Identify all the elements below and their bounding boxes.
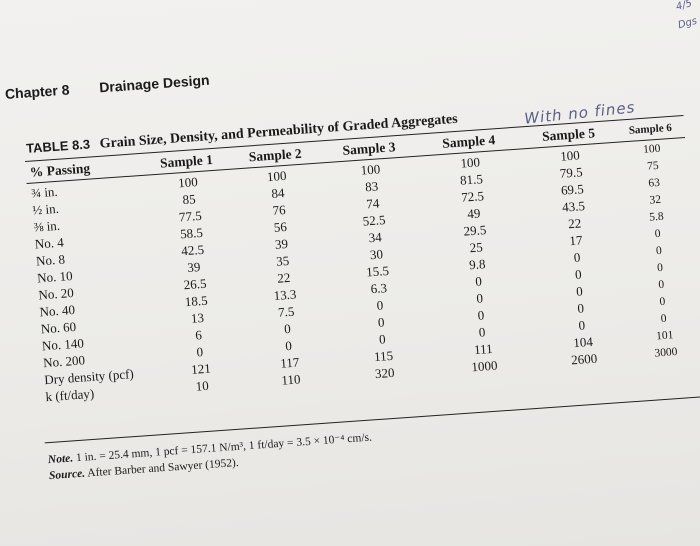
handwritten-corner-note-2: Dgs	[676, 15, 699, 32]
table-label: TABLE 8.3	[25, 136, 91, 156]
table-cell: 3000	[654, 346, 678, 360]
note-label: Note.	[47, 452, 74, 467]
table-body: ¾ in. 100 100 100 100 100 100 ½ in. 85 84 83 81.5 79…	[27, 136, 700, 405]
bottom-rule	[44, 396, 700, 444]
chapter-heading: Chapter 8 Drainage Design	[4, 72, 210, 102]
handwritten-corner-note: 4/5	[674, 0, 694, 13]
chapter-number: Chapter 8	[4, 81, 70, 102]
aggregate-table: % Passing Sample 1 Sample 2 Sample 3 Sam…	[25, 117, 700, 405]
source-label: Source.	[48, 467, 86, 483]
table-container: TABLE 8.3 Grain Size, Density, and Perme…	[10, 71, 700, 517]
chapter-title: Drainage Design	[98, 71, 211, 96]
